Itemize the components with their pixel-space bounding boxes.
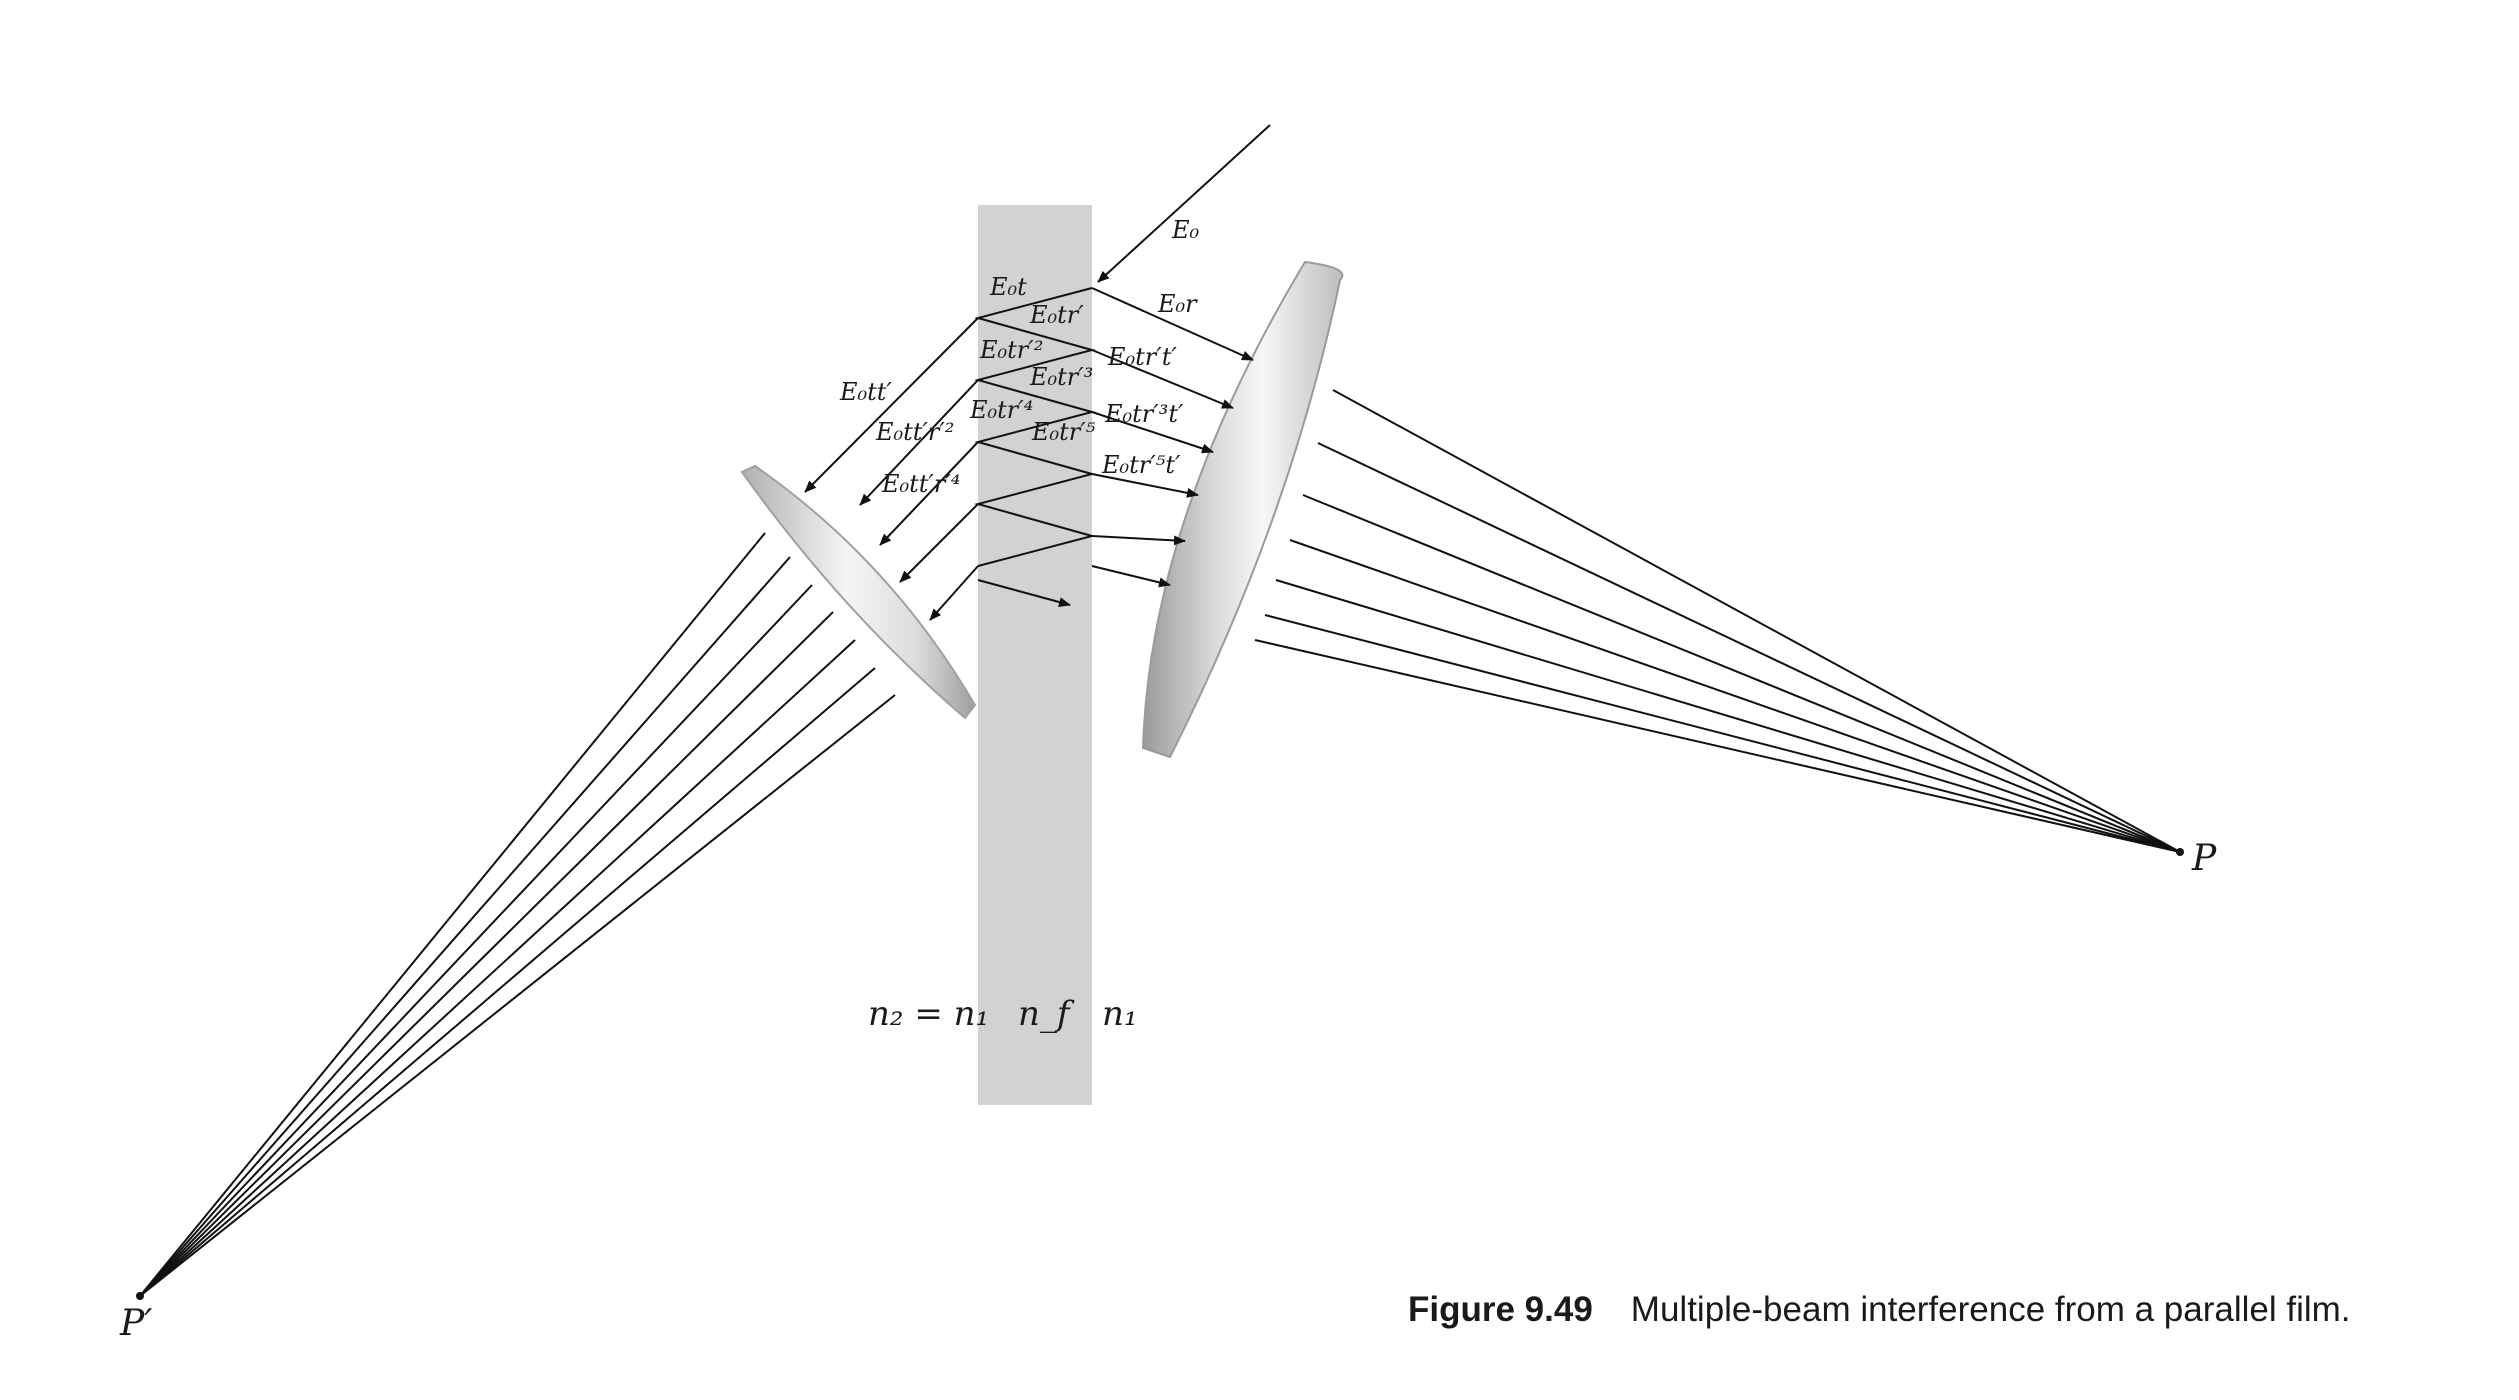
label-reflected-3: E₀tr′⁵t′ [1101,451,1181,479]
figure-caption: Figure 9.49 Multiple-beam interference fr… [1408,1290,2351,1330]
label-internal-tr4: E₀tr′⁴ [969,396,1033,424]
label-internal-tr2: E₀tr′² [979,336,1043,364]
beam-paths [804,124,1271,621]
index-right-label: n₁ [1102,994,1138,1034]
label-internal-t: E₀t [989,273,1027,301]
label-incident: E₀ [1171,216,1200,244]
point-P-prime-dot [136,1292,144,1300]
label-internal-tr5: E₀tr′⁵ [1031,418,1096,446]
label-internal-tr3: E₀tr′³ [1029,363,1093,391]
label-internal-tr1: E₀tr′ [1029,301,1084,329]
figure-caption-text: Multiple-beam interference from a parall… [1630,1290,2351,1329]
label-reflected-2: E₀tr′³t′ [1104,400,1184,428]
label-reflected-0: E₀r [1157,290,1198,318]
label-transmitted-3: E₀tt′r′⁴ [881,470,960,498]
rays-to-P [1254,389,2181,853]
rays-to-P-prime [139,532,896,1297]
left-lens [740,464,977,720]
figure-number: Figure 9.49 [1408,1290,1593,1329]
point-P-label: P [2191,838,2217,879]
point-P-prime-label: P′ [119,1303,152,1344]
index-film-label: n_f [1018,994,1075,1034]
label-transmitted-1: E₀tt′ [839,378,892,406]
label-transmitted-2: E₀tt′r′² [875,418,954,446]
right-lens [1141,260,1344,759]
label-reflected-1: E₀tr′t′ [1107,343,1177,371]
point-P-dot [2176,848,2184,856]
index-left-label: n₂ = n₁ [868,994,989,1034]
